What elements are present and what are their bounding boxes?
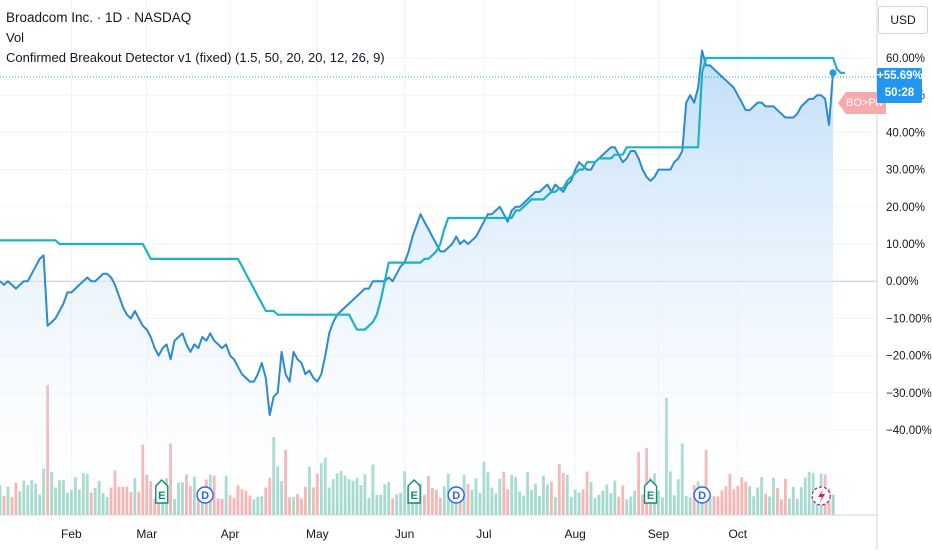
- breakout-label: BO>Piv: [838, 92, 886, 114]
- x-tick-label: Sep: [648, 527, 670, 541]
- y-tick-label: 60.00%: [886, 53, 925, 65]
- dividend-marker[interactable]: D: [447, 486, 465, 504]
- dividend-marker[interactable]: D: [693, 486, 711, 504]
- lightning-icon: [811, 486, 831, 506]
- x-tick-label: Aug: [564, 527, 585, 541]
- dividend-icon: [693, 486, 711, 504]
- earnings-icon: [155, 479, 169, 504]
- bar-countdown: 50:28: [884, 87, 915, 99]
- x-tick-label: Jul: [476, 527, 491, 541]
- earnings-label: E: [647, 490, 654, 502]
- x-tick-label: Feb: [61, 527, 82, 541]
- dividend-label: D: [201, 490, 209, 502]
- dividend-label: D: [698, 490, 706, 502]
- x-tick-label: Apr: [221, 527, 240, 541]
- y-tick-label: 20.00%: [886, 202, 925, 214]
- earnings-icon: [643, 479, 658, 504]
- x-tick-label: Mar: [136, 527, 157, 541]
- dividend-marker[interactable]: D: [196, 486, 214, 504]
- x-tick-label: May: [306, 527, 329, 541]
- dividend-label: D: [452, 490, 460, 502]
- dividend-icon: [196, 486, 214, 504]
- y-tick-label: 0.00%: [886, 276, 919, 288]
- y-tick-label: −30.00%: [886, 388, 932, 400]
- earnings-label: E: [410, 490, 417, 502]
- earnings-marker[interactable]: E: [155, 479, 169, 504]
- dividend-icon: [447, 486, 465, 504]
- y-tick-label: 40.00%: [886, 127, 925, 139]
- pivot-line: [0, 56, 845, 331]
- earnings-marker[interactable]: E: [643, 479, 658, 504]
- last-price-dot: [829, 69, 837, 77]
- y-tick-label: −40.00%: [886, 425, 932, 437]
- price-area: [0, 50, 833, 515]
- last-price-percent: +55.69%: [877, 70, 923, 82]
- y-tick-label: −10.00%: [886, 313, 932, 325]
- currency-button[interactable]: USD: [878, 6, 928, 34]
- y-tick-label: 10.00%: [886, 239, 925, 251]
- y-tick-label: −20.00%: [886, 351, 932, 363]
- lightning-bolt: [818, 489, 826, 504]
- x-tick-label: Oct: [728, 527, 747, 541]
- last-price-badge: +55.69% 50:28: [877, 68, 923, 103]
- y-tick-label: 30.00%: [886, 165, 925, 177]
- earnings-label: E: [158, 490, 165, 502]
- earnings-icon: [407, 479, 421, 504]
- price-line: [0, 49, 834, 417]
- earnings-marker[interactable]: E: [407, 479, 421, 504]
- x-tick-label: Jun: [395, 527, 414, 541]
